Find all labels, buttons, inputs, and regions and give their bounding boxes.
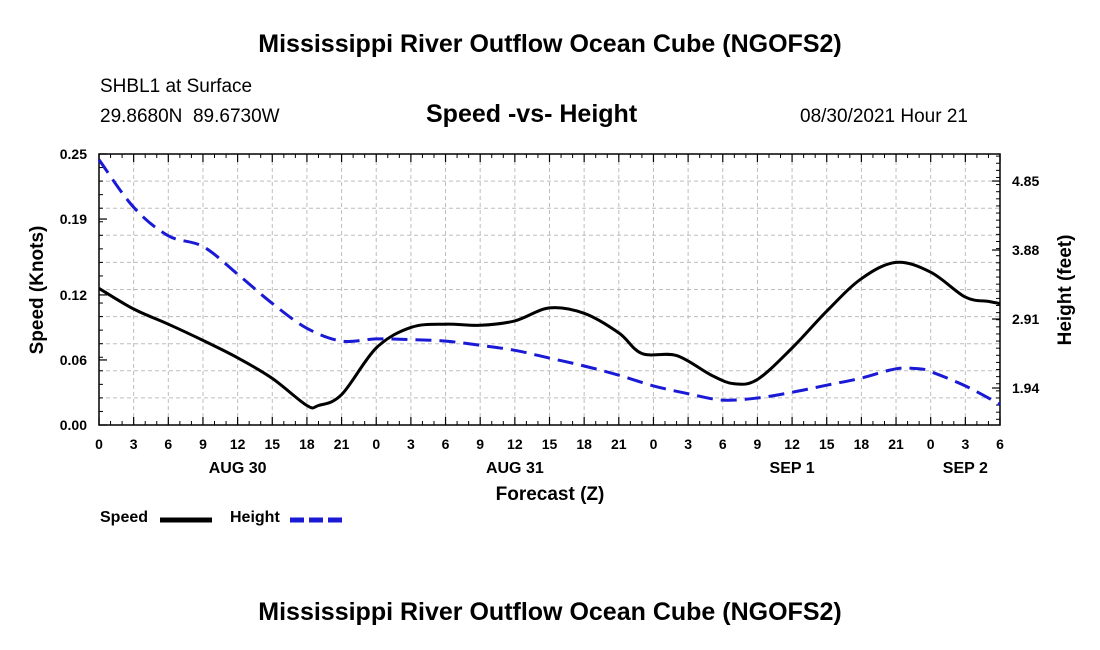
y-left-tick-label: 0.06 [60,352,87,368]
x-tick-label: 15 [819,436,835,452]
x-tick-label: 21 [611,436,627,452]
x-axis-label: Forecast (Z) [496,484,605,505]
chart-subtitle: Speed -vs- Height [426,100,638,128]
y-right-tick-label: 4.85 [1012,173,1039,189]
grid-lines [99,154,1000,425]
station-coordinates: 29.8680N 89.6730W [100,106,280,127]
x-tick-label: 0 [372,436,380,452]
y-right-tick-label: 3.88 [1012,242,1039,258]
legend-height-label: Height [230,509,280,526]
date-label: SEP 2 [943,460,988,477]
x-tick-label: 6 [996,436,1004,452]
y-right-tick-label: 1.94 [1012,380,1039,396]
y-right-tick-label: 2.91 [1012,311,1039,327]
x-tick-label: 3 [684,436,692,452]
date-label: SEP 1 [770,460,815,477]
date-label: AUG 31 [486,460,544,477]
chart-title: Mississippi River Outflow Ocean Cube (NG… [258,30,842,58]
y-axis-left-label: Speed (Knots) [27,226,48,355]
x-tick-label: 3 [130,436,138,452]
speed-series-line [98,260,1001,410]
x-tick-label: 21 [888,436,904,452]
x-tick-label: 18 [299,436,315,452]
x-tick-label: 12 [507,436,523,452]
date-label: AUG 30 [209,460,267,477]
x-tick-label: 3 [407,436,415,452]
station-name: SHBL1 at Surface [100,76,253,97]
y-left-tick-label: 0.00 [60,417,87,433]
x-tick-label: 12 [784,436,800,452]
legend-speed-label: Speed [100,509,149,526]
y-axis-right-label: Height (feet) [1055,235,1076,346]
legend-speed-swatch [160,517,212,523]
x-tick-label: 3 [961,436,969,452]
x-tick-label: 12 [230,436,246,452]
x-tick-label: 9 [754,436,762,452]
x-tick-label: 15 [264,436,280,452]
x-tick-label: 21 [334,436,350,452]
x-tick-label: 15 [542,436,558,452]
series-lines [97,158,1001,410]
x-tick-label: 6 [719,436,727,452]
y-left-tick-label: 0.19 [60,211,87,227]
legend-height-swatch [290,517,342,523]
x-tick-label: 18 [854,436,870,452]
x-tick-label: 6 [164,436,172,452]
x-tick-label: 0 [650,436,658,452]
y-left-tick-label: 0.25 [60,146,87,162]
x-tick-label: 0 [927,436,935,452]
x-tick-label: 6 [442,436,450,452]
height-series-line [97,158,1001,406]
x-tick-label: 18 [576,436,592,452]
x-tick-label: 9 [199,436,207,452]
x-tick-label: 9 [476,436,484,452]
y-left-tick-label: 0.12 [60,287,87,303]
forecast-datetime: 08/30/2021 Hour 21 [800,106,968,127]
x-tick-label: 0 [95,436,103,452]
footer-title: Mississippi River Outflow Ocean Cube (NG… [258,598,842,626]
